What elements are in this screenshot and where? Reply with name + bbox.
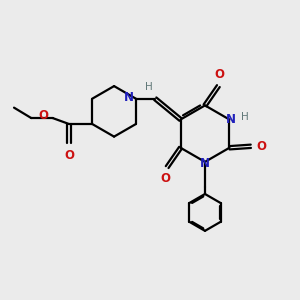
Text: O: O xyxy=(256,140,266,153)
Text: N: N xyxy=(124,91,134,104)
Text: N: N xyxy=(226,113,236,126)
Text: H: H xyxy=(146,82,153,92)
Text: O: O xyxy=(38,109,48,122)
Text: O: O xyxy=(215,68,225,81)
Text: H: H xyxy=(241,112,249,122)
Text: O: O xyxy=(161,172,171,185)
Text: N: N xyxy=(200,157,210,170)
Text: O: O xyxy=(64,149,74,162)
